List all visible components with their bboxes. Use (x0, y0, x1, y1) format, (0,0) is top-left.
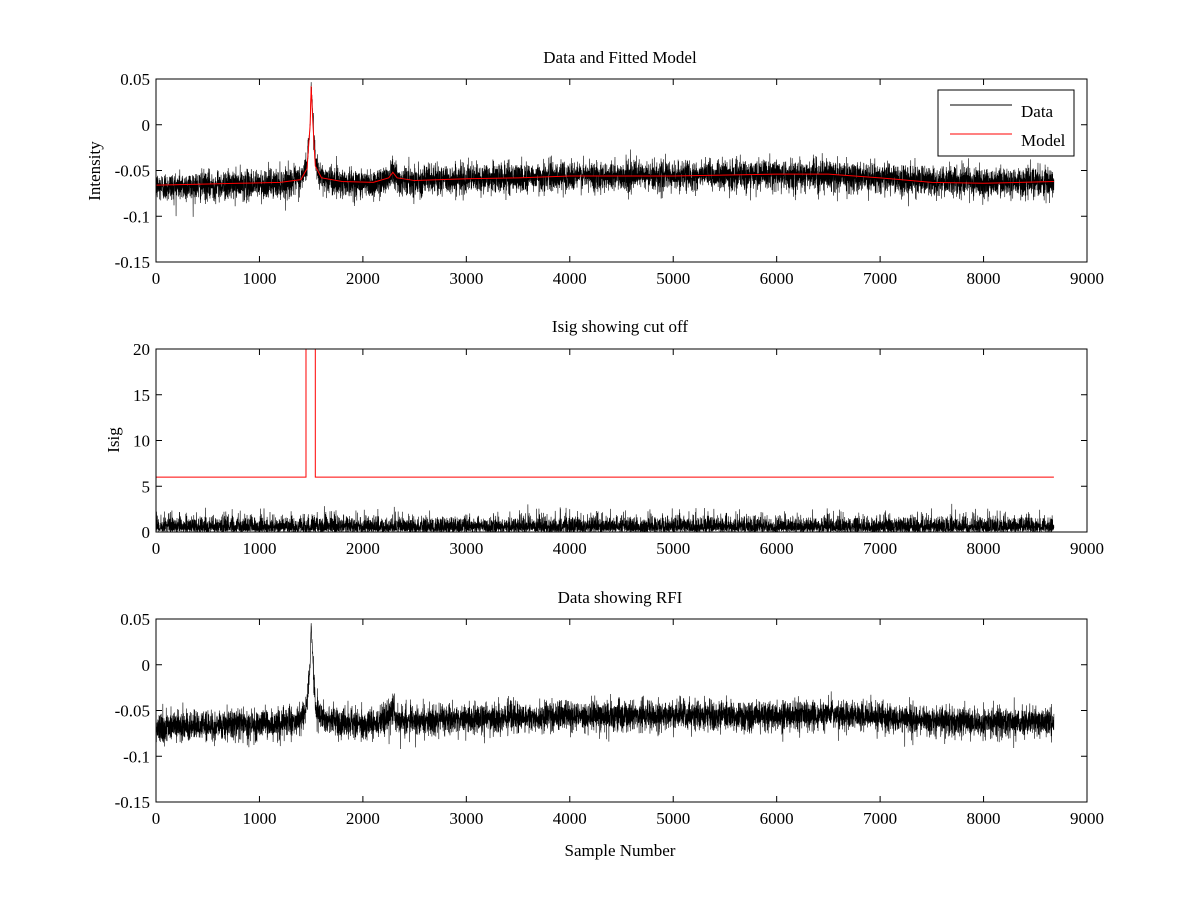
legend-box (937, 89, 1075, 157)
x-tick-label: 7000 (863, 809, 897, 828)
y-tick-label: 5 (142, 477, 151, 496)
legend-data-label: Data (1021, 102, 1054, 121)
x-tick-label: 1000 (242, 539, 276, 558)
x-tick-label: 4000 (553, 269, 587, 288)
y-tick-label: -0.05 (115, 162, 150, 181)
x-tick-label: 8000 (967, 539, 1001, 558)
x-tick-label: 8000 (967, 269, 1001, 288)
plot-series-layer (156, 82, 1055, 217)
panel-2-title: Isig showing cut off (552, 317, 688, 336)
x-tick-label: 6000 (760, 269, 794, 288)
x-tick-label: 9000 (1070, 539, 1104, 558)
x-tick-label: 0 (152, 269, 161, 288)
x-tick-label: 7000 (863, 539, 897, 558)
y-tick-label: 20 (133, 340, 150, 359)
panel-1: Data and Fitted Model Intensity 0 1000 200… (85, 48, 1104, 288)
x-tick-label: 6000 (760, 539, 794, 558)
panel-2: Isig showing cut off Isig 0 1000 2000 3000 4… (104, 317, 1104, 558)
y-tick-label: 10 (133, 432, 150, 451)
y-tick-label: -0.15 (115, 793, 150, 812)
series-line-series-0 (156, 503, 1055, 532)
y-tick-label: 0.05 (120, 70, 150, 89)
plot-series-layer (156, 623, 1055, 749)
y-tick-label: 0 (142, 523, 151, 542)
legend-model-label: Model (1021, 131, 1066, 150)
panel-1-plot-area: 0 1000 2000 3000 4000 5000 6000 7000 8000 9000 -0.… (115, 70, 1104, 288)
x-tick-label: 5000 (656, 539, 690, 558)
panel-2-plot-area: 0 1000 2000 3000 4000 5000 6000 7000 8000 9000 0 5 1… (133, 340, 1104, 558)
x-tick-label: 7000 (863, 269, 897, 288)
x-tick-label: 8000 (967, 809, 1001, 828)
panel-3-plot-area: 0 1000 2000 3000 4000 5000 6000 7000 8000 9000 -0.… (115, 610, 1104, 828)
y-tick-label: -0.15 (115, 253, 150, 272)
panel-1-ylabel: Intensity (85, 141, 104, 201)
x-tick-label: 1000 (242, 809, 276, 828)
series-line-series-1 (156, 349, 1054, 478)
plot-series-layer (156, 349, 1055, 532)
series-line-data (156, 82, 1055, 217)
x-tick-label: 1000 (242, 269, 276, 288)
series-line-model (156, 86, 1054, 186)
panel-1-legend: Data Model (937, 89, 1075, 157)
x-tick-label: 3000 (449, 269, 483, 288)
y-tick-label: -0.1 (123, 207, 150, 226)
x-tick-label: 3000 (449, 809, 483, 828)
y-tick-label: 0 (142, 656, 151, 675)
y-tick-label: 15 (133, 386, 150, 405)
panel-3-title: Data showing RFI (558, 588, 683, 607)
x-tick-label: 4000 (553, 539, 587, 558)
x-tick-label: 5000 (656, 809, 690, 828)
x-tick-label: 2000 (346, 539, 380, 558)
y-tick-label: -0.1 (123, 747, 150, 766)
x-tick-label: 6000 (760, 809, 794, 828)
panel-3-xlabel: Sample Number (565, 841, 676, 860)
x-tick-label: 0 (152, 539, 161, 558)
panel-1-title: Data and Fitted Model (543, 48, 697, 67)
series-line-series-0 (156, 623, 1055, 749)
y-tick-label: 0 (142, 116, 151, 135)
x-tick-label: 3000 (449, 539, 483, 558)
x-tick-label: 4000 (553, 809, 587, 828)
y-tick-label: 0.05 (120, 610, 150, 629)
x-tick-label: 9000 (1070, 269, 1104, 288)
axes-box (155, 348, 1088, 533)
x-tick-label: 9000 (1070, 809, 1104, 828)
y-tick-label: -0.05 (115, 702, 150, 721)
x-tick-label: 5000 (656, 269, 690, 288)
panel-3: Data showing RFI Sample Number 0 1000 2000… (115, 588, 1104, 860)
x-tick-label: 2000 (346, 269, 380, 288)
x-tick-label: 0 (152, 809, 161, 828)
x-tick-label: 2000 (346, 809, 380, 828)
panel-2-ylabel: Isig (104, 427, 123, 453)
